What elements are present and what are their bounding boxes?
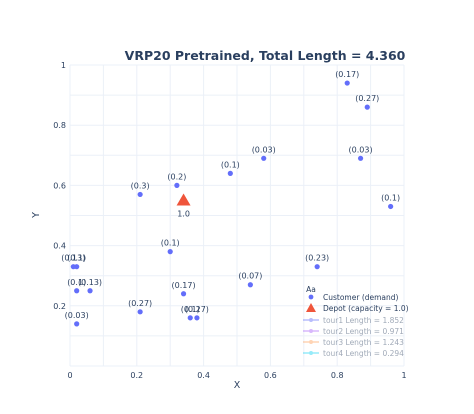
legend-tour-item: tour4 Length = 0.294: [303, 349, 404, 358]
customer-point: [194, 315, 200, 321]
customer-demand-label: (0.1): [181, 305, 200, 314]
legend-symbol-text: Aa: [306, 285, 316, 294]
customer-demand-label: (0.03): [349, 145, 373, 154]
customer-demand-label: (0.1): [161, 239, 180, 248]
customer-demand-label: (0.27): [355, 94, 379, 103]
customer-point: [227, 170, 233, 176]
customer-point: [261, 155, 267, 161]
customer-point: [137, 191, 143, 198]
legend: Aa Customer (demand) Depot (capacity = 1.0…: [303, 285, 409, 358]
customer-point: [187, 315, 193, 321]
x-tick-label: 0.8: [331, 371, 344, 380]
customer-point: [74, 264, 80, 270]
customer-demand-label: (0.13): [78, 278, 102, 287]
customer-point: [74, 288, 80, 294]
customer-demand-label: (0.23): [305, 254, 329, 263]
customer-point: [247, 282, 253, 288]
customer-demand-label: (0.17): [172, 281, 196, 290]
y-ticks: 0.2 0.4 0.6 0.8 1: [53, 61, 66, 311]
customer-demand-label: (0.03): [252, 145, 276, 154]
legend-depot-marker: [306, 303, 316, 312]
legend-tour-item: tour3 Length = 1.243: [303, 338, 404, 347]
customer-point: [180, 291, 187, 297]
customer-demand-label: (0.13): [61, 254, 85, 263]
y-tick-label: 1: [61, 61, 66, 70]
customer-points: [70, 80, 394, 327]
customer-point: [357, 155, 364, 161]
customer-point: [87, 288, 93, 294]
customer-point: [344, 80, 350, 86]
point-labels: (0.17) (0.27) (0.03) (0.03) (0.1) (0.2) (0.3) (…: [61, 70, 400, 320]
depot-capacity-label: 1.0: [177, 209, 190, 218]
customer-demand-label: (0.27): [185, 305, 209, 314]
customer-demand-label: (0.3): [131, 181, 150, 190]
x-ticks: 0 0.2 0.4 0.6 0.8 1: [67, 371, 406, 380]
legend-customer-label: Customer (demand): [323, 293, 399, 302]
legend-tour-label: tour3 Length = 1.243: [323, 338, 404, 347]
x-tick-label: 0.4: [197, 371, 210, 380]
customer-demand-label: (0.1): [381, 193, 400, 202]
legend-tour-marker: [309, 329, 313, 333]
customer-demand-label: (0.07): [238, 272, 262, 281]
legend-tour-label: tour4 Length = 0.294: [323, 349, 404, 358]
y-tick-label: 0.6: [53, 181, 66, 190]
customer-point: [137, 309, 143, 315]
legend-tour-label: tour1 Length = 1.852: [323, 316, 404, 325]
customer-demand-label: (0.17): [335, 70, 359, 79]
y-tick-label: 0.2: [53, 302, 66, 311]
customer-demand-label: (0.2): [167, 172, 186, 181]
customer-demand-label: (0.27): [128, 299, 152, 308]
depot-marker: [176, 193, 191, 206]
customer-demand-label: (0.1): [67, 254, 86, 263]
legend-tour-marker: [309, 351, 313, 355]
y-tick-label: 0.4: [53, 242, 66, 251]
x-tick-label: 0.2: [130, 371, 143, 380]
customer-point: [314, 264, 320, 270]
legend-tour-marker: [309, 318, 313, 322]
plot-area: 0 0.2 0.4 0.6 0.8 1 0.2 0.4 0.6 0.8 1 (0.17) (0.27…: [53, 61, 406, 380]
customer-demand-label: (0.03): [65, 311, 89, 320]
legend-depot-label: Depot (capacity = 1.0): [323, 304, 409, 313]
legend-tour-marker: [309, 340, 313, 344]
customer-point: [167, 249, 173, 255]
x-tick-label: 0.6: [264, 371, 277, 380]
legend-tour-label: tour2 Length = 0.971: [323, 327, 404, 336]
y-tick-label: 0.8: [53, 121, 66, 130]
customer-point: [174, 182, 180, 188]
legend-tour-item: tour1 Length = 1.852: [303, 316, 404, 325]
customer-point: [364, 104, 370, 110]
depot-marker-group: 1.0: [176, 193, 191, 218]
customer-demand-label: (0.1): [67, 278, 86, 287]
y-axis-label: Y: [31, 212, 42, 219]
x-tick-label: 0: [67, 371, 72, 380]
customer-point: [388, 203, 394, 210]
customer-demand-label: (0.1): [221, 160, 240, 169]
legend-customer-marker: [308, 294, 314, 300]
x-axis-label: X: [234, 380, 241, 391]
chart-title: VRP20 Pretrained, Total Length = 4.360: [125, 48, 406, 63]
grid: [69, 64, 405, 367]
x-tick-label: 1: [401, 371, 406, 380]
customer-point: [74, 321, 80, 327]
legend-tour-item: tour2 Length = 0.971: [303, 327, 404, 336]
